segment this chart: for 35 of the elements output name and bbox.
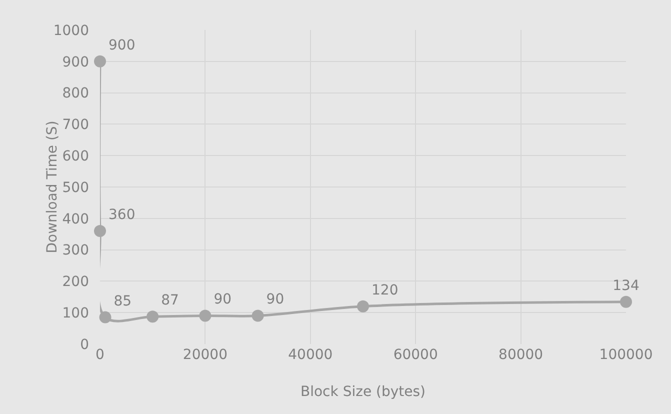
- y-tick-label: 1000: [53, 22, 89, 39]
- data-label: 900: [108, 37, 136, 54]
- y-tick-label: 100: [62, 306, 89, 322]
- x-axis-title: Block Size (bytes): [300, 384, 426, 400]
- x-tick-label: 60000: [393, 347, 438, 363]
- point: [94, 224, 106, 237]
- y-tick-label: 200: [62, 274, 89, 290]
- point: [620, 296, 632, 308]
- data-label: 90: [266, 292, 284, 308]
- y-tick-label: 800: [62, 86, 89, 102]
- data-label: 120: [372, 282, 398, 298]
- x-tick-label: 100000: [599, 347, 653, 363]
- y-tick-label: 500: [62, 180, 89, 196]
- x-tick-label: 20000: [182, 347, 228, 363]
- data-label: 90: [214, 292, 232, 308]
- y-tick-label: 700: [62, 117, 89, 134]
- x-tick-label: 80000: [498, 347, 544, 363]
- point: [94, 55, 106, 68]
- y-tick-label: 0: [80, 336, 89, 353]
- y-tick-label: 900: [62, 54, 89, 70]
- x-tick-label: 40000: [288, 347, 333, 363]
- data-label: 360: [108, 206, 136, 223]
- point: [99, 311, 112, 324]
- y-tick-label: 600: [62, 148, 89, 164]
- point: [357, 300, 369, 312]
- y-axis-title: Download Time (S): [44, 120, 60, 254]
- point: [252, 310, 264, 322]
- x-tick-label: 0: [96, 347, 104, 363]
- point: [199, 310, 212, 322]
- y-tick-label: 400: [62, 211, 89, 228]
- point: [146, 310, 159, 323]
- data-label: 87: [161, 292, 179, 309]
- data-label: 134: [612, 278, 640, 294]
- y-tick-label: 300: [62, 242, 89, 259]
- data-label: 85: [114, 293, 132, 310]
